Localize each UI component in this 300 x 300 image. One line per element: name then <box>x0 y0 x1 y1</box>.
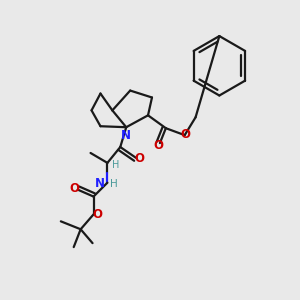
Text: H: H <box>110 179 118 189</box>
Text: O: O <box>92 208 103 221</box>
Text: O: O <box>181 128 191 141</box>
Text: H: H <box>112 160 120 170</box>
Text: N: N <box>94 177 104 190</box>
Text: N: N <box>121 129 131 142</box>
Text: O: O <box>153 139 163 152</box>
Text: O: O <box>134 152 144 165</box>
Text: O: O <box>70 182 80 195</box>
